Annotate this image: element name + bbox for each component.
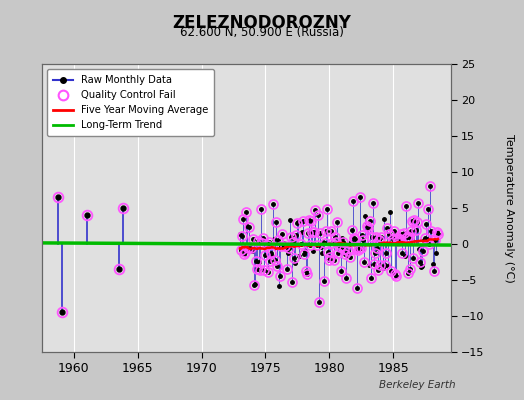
- Text: ZELEZNODOROZNY: ZELEZNODOROZNY: [172, 14, 352, 32]
- Text: 62.600 N, 50.900 E (Russia): 62.600 N, 50.900 E (Russia): [180, 26, 344, 39]
- Legend: Raw Monthly Data, Quality Control Fail, Five Year Moving Average, Long-Term Tren: Raw Monthly Data, Quality Control Fail, …: [47, 69, 214, 136]
- Text: Berkeley Earth: Berkeley Earth: [379, 380, 456, 390]
- Y-axis label: Temperature Anomaly (°C): Temperature Anomaly (°C): [504, 134, 514, 282]
